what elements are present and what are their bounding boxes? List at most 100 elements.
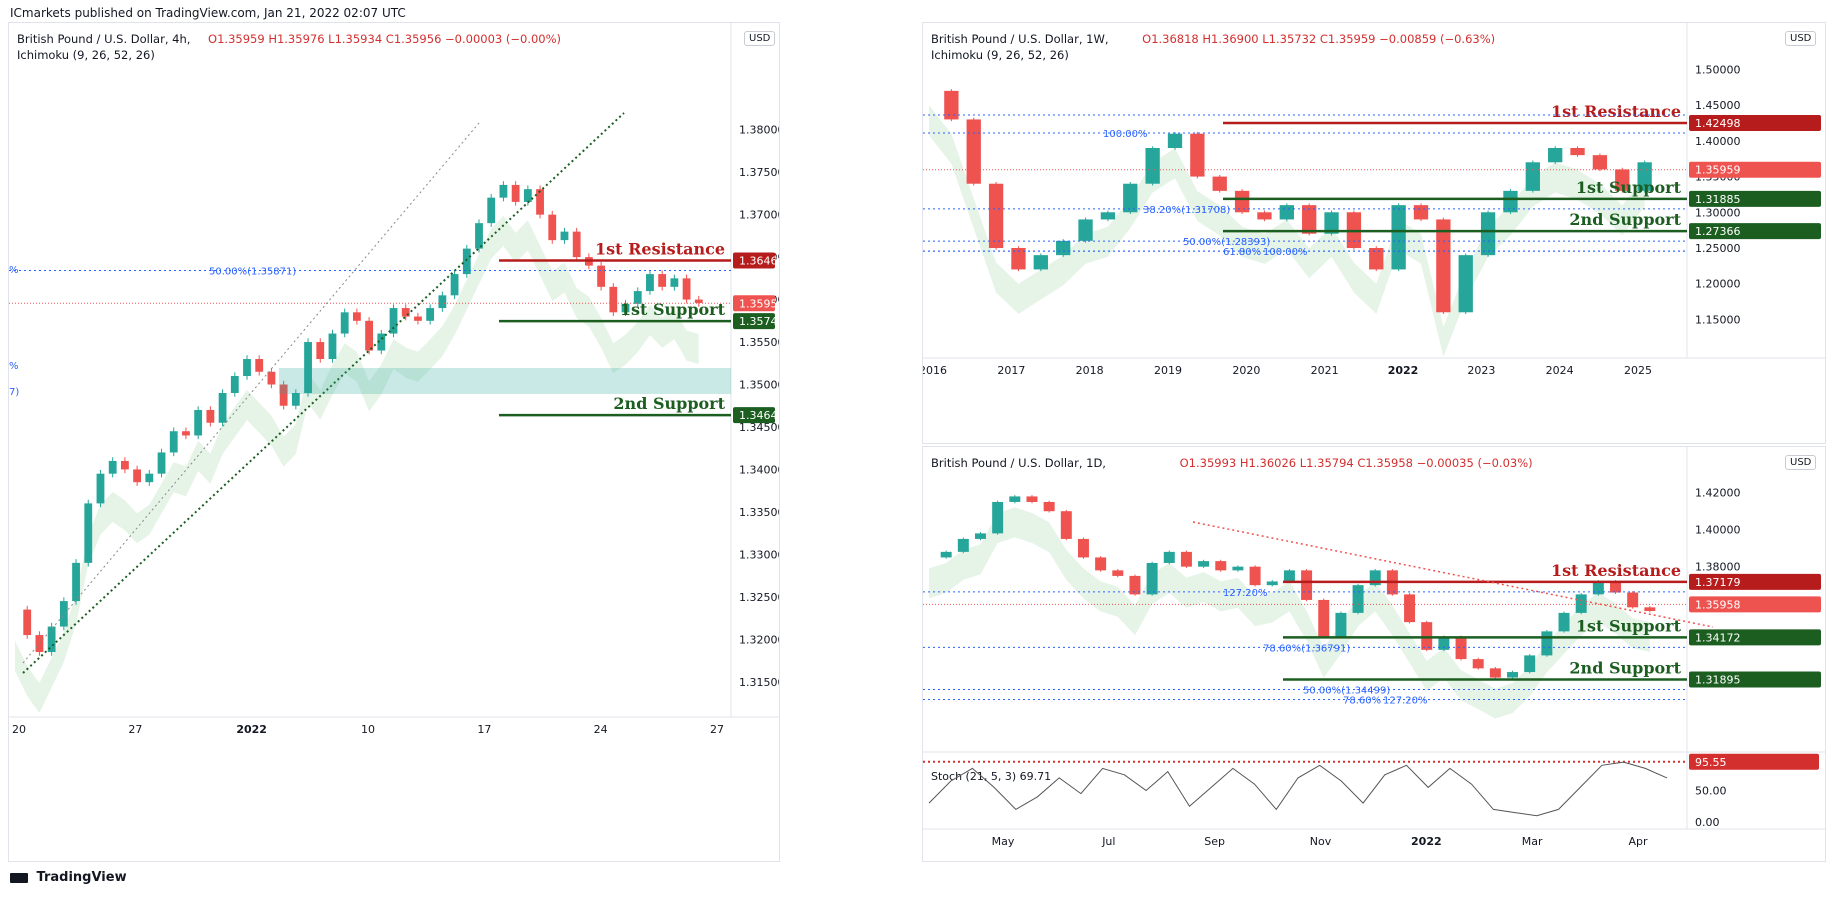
candle-body <box>243 359 251 377</box>
candle-body <box>1324 212 1339 234</box>
y-tick-label: 1.31500 <box>739 676 779 689</box>
level-price-tag <box>1689 629 1821 646</box>
candle-body <box>401 308 410 317</box>
candle-body <box>389 308 398 334</box>
candle-body <box>1421 622 1433 650</box>
ohlc-open: O1.36818 <box>1142 32 1199 46</box>
y-tick-label: 1.38000 <box>739 124 779 137</box>
y-tick-label: 1.38000 <box>1695 561 1741 574</box>
candle-body <box>487 197 496 224</box>
candle-body <box>206 409 215 423</box>
candle-body <box>597 265 606 287</box>
chart-panel-1d[interactable]: British Pound / U.S. Dollar, 1D, O1.3599… <box>922 446 1826 862</box>
y-tick-label: 1.35500 <box>739 336 779 349</box>
candle-body <box>1472 659 1484 669</box>
ohlc-low: L1.35934 <box>328 32 383 46</box>
candle-body <box>1413 205 1429 220</box>
chart-canvas-4h[interactable]: 1.380001.375001.370001.365001.360001.355… <box>9 23 779 861</box>
level-price-tag <box>1689 573 1821 590</box>
candle-body <box>944 90 959 120</box>
level-price-tag <box>1689 115 1821 132</box>
candle-body <box>59 601 68 627</box>
candle-body <box>1507 672 1519 678</box>
y-tick-label: 1.50000 <box>1695 63 1741 76</box>
x-tick-label: 2017 <box>997 364 1025 377</box>
level-name-label: 1st Resistance <box>1551 102 1681 121</box>
candle-body <box>316 342 325 360</box>
candle-body <box>1615 169 1630 191</box>
currency-badge[interactable]: USD <box>1785 31 1817 46</box>
candle-body <box>1026 496 1038 502</box>
candle-body <box>108 460 117 474</box>
indicator-label: Ichimoku (9, 26, 52, 26) <box>931 48 1069 62</box>
fib-label: 127.20% <box>1223 588 1268 599</box>
candle-body <box>1503 190 1518 213</box>
chart-header-4h: British Pound / U.S. Dollar, 4h, O1.3595… <box>17 31 561 63</box>
candle-body <box>966 119 981 184</box>
candle-body <box>1095 557 1107 571</box>
symbol-title: British Pound / U.S. Dollar, 4h, <box>17 32 191 46</box>
chart-header-1w: British Pound / U.S. Dollar, 1W, O1.3681… <box>931 31 1495 63</box>
candle-body <box>499 184 508 198</box>
candle-body <box>1011 248 1026 270</box>
candle-body <box>157 452 166 474</box>
x-tick-label: 2021 <box>1311 364 1339 377</box>
x-tick-label: 2022 <box>1388 364 1419 377</box>
chart-canvas-1d[interactable]: 1.420001.400001.380001.360001.340001.320… <box>923 447 1825 861</box>
x-tick-label: Mar <box>1522 835 1543 848</box>
candle-body <box>426 308 435 321</box>
candle-body <box>267 371 276 385</box>
footer-brand[interactable]: TradingView <box>10 870 127 885</box>
candle-body <box>536 189 544 215</box>
ohlc-close: C1.35958 <box>1357 456 1413 470</box>
candle-body <box>1279 205 1294 220</box>
ohlc-high: H1.36026 <box>1239 456 1297 470</box>
ohlc-high: H1.35976 <box>268 32 325 46</box>
currency-badge[interactable]: USD <box>744 31 776 46</box>
chart-canvas-1w[interactable]: 1.500001.450001.400001.350001.300001.250… <box>923 23 1825 443</box>
chart-panel-1w[interactable]: British Pound / U.S. Dollar, 1W, O1.3681… <box>922 22 1826 444</box>
candle-body <box>23 609 32 636</box>
candle-body <box>1627 592 1639 608</box>
candle-body <box>548 214 557 241</box>
y-tick-label: 1.15000 <box>1695 313 1741 326</box>
x-tick-label: 17 <box>477 723 491 736</box>
y-tick-label: 1.25000 <box>1695 242 1741 255</box>
candle-body <box>646 274 654 292</box>
level-price-label: 1.34640 <box>739 409 779 422</box>
candle-body <box>365 320 374 351</box>
publish-line: ICmarkets published on TradingView.com, … <box>10 6 406 20</box>
candle-body <box>1369 248 1384 270</box>
candle-body <box>1234 190 1250 213</box>
candle-body <box>1301 570 1313 600</box>
candle-body <box>1436 219 1451 313</box>
candle-body <box>1266 581 1278 586</box>
x-tick-label: Apr <box>1628 835 1648 848</box>
candle-body <box>352 312 361 321</box>
candle-body <box>523 189 532 202</box>
candle-body <box>1458 255 1473 313</box>
ohlc-open: O1.35993 <box>1179 456 1237 470</box>
level-price-tag <box>1689 671 1821 688</box>
chart-panel-4h[interactable]: British Pound / U.S. Dollar, 4h, O1.3595… <box>8 22 780 862</box>
stoch-overbought-label: 95.55 <box>1695 756 1727 769</box>
currency-badge[interactable]: USD <box>1785 455 1817 470</box>
x-tick-label: 10 <box>361 723 375 736</box>
x-tick-label: 2020 <box>1232 364 1260 377</box>
candle-body <box>438 295 447 309</box>
candle-body <box>1480 212 1496 256</box>
candle-body <box>1009 496 1021 502</box>
candle-body <box>974 533 986 539</box>
y-tick-label: 1.42000 <box>1695 487 1741 500</box>
current-price-label: 1.35956 <box>739 297 779 310</box>
candle-body <box>194 409 203 436</box>
level-price-label: 1.34172 <box>1695 631 1741 644</box>
level-price-tag <box>733 313 775 330</box>
candle-body <box>145 473 154 483</box>
x-tick-label: 2023 <box>1467 364 1495 377</box>
x-tick-label: 27 <box>128 723 142 736</box>
candle-body <box>1077 538 1089 558</box>
level-name-label: 2nd Support <box>1569 659 1681 678</box>
candle-body <box>120 460 129 470</box>
ohlc-change: −0.00859 (−0.63%) <box>1379 32 1496 46</box>
